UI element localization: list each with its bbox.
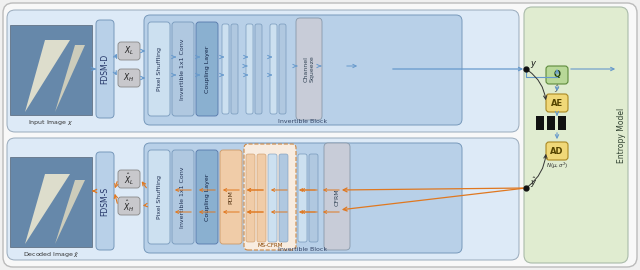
Text: Coupling Layer: Coupling Layer — [205, 173, 209, 221]
FancyBboxPatch shape — [231, 24, 238, 114]
FancyBboxPatch shape — [222, 24, 229, 114]
FancyBboxPatch shape — [3, 3, 637, 267]
Text: Pixel Shuffling: Pixel Shuffling — [157, 175, 161, 219]
Polygon shape — [25, 174, 70, 244]
FancyBboxPatch shape — [118, 170, 140, 188]
FancyBboxPatch shape — [268, 154, 277, 242]
FancyBboxPatch shape — [296, 18, 322, 120]
Text: $X_H$: $X_H$ — [124, 72, 135, 84]
Polygon shape — [55, 45, 85, 112]
Text: Channel
Squeeze: Channel Squeeze — [303, 56, 314, 82]
Text: PDM: PDM — [228, 190, 234, 204]
FancyBboxPatch shape — [144, 143, 462, 253]
FancyBboxPatch shape — [255, 24, 262, 114]
FancyBboxPatch shape — [7, 10, 519, 132]
Text: Entropy Model: Entropy Model — [618, 107, 627, 163]
Text: $\hat{y}$: $\hat{y}$ — [554, 83, 560, 95]
Bar — [558, 116, 566, 130]
Text: $\hat{y}$: $\hat{y}$ — [530, 176, 537, 190]
Text: $X_L$: $X_L$ — [124, 45, 134, 57]
Bar — [547, 116, 555, 130]
FancyBboxPatch shape — [524, 7, 628, 263]
Bar — [10, 25, 92, 115]
Text: $\hat{X}_H$: $\hat{X}_H$ — [124, 198, 135, 214]
FancyBboxPatch shape — [220, 150, 242, 244]
FancyBboxPatch shape — [118, 69, 140, 87]
FancyBboxPatch shape — [546, 142, 568, 160]
FancyBboxPatch shape — [244, 144, 296, 250]
FancyBboxPatch shape — [546, 94, 568, 112]
Polygon shape — [55, 180, 85, 244]
FancyBboxPatch shape — [298, 154, 307, 242]
FancyBboxPatch shape — [172, 150, 194, 244]
FancyBboxPatch shape — [144, 15, 462, 125]
Text: Coupling Layer: Coupling Layer — [205, 45, 209, 93]
FancyBboxPatch shape — [270, 24, 277, 114]
FancyBboxPatch shape — [279, 24, 286, 114]
Bar — [10, 157, 92, 247]
Bar — [536, 116, 544, 130]
FancyBboxPatch shape — [196, 22, 218, 116]
Text: Decoded Image $\hat{\chi}$: Decoded Image $\hat{\chi}$ — [22, 250, 79, 260]
FancyBboxPatch shape — [196, 150, 218, 244]
Text: $y$: $y$ — [530, 59, 537, 69]
FancyBboxPatch shape — [257, 154, 266, 242]
Text: AE: AE — [551, 99, 563, 107]
Text: $\hat{X}_L$: $\hat{X}_L$ — [124, 171, 134, 187]
FancyBboxPatch shape — [246, 154, 255, 242]
Text: MS-CFRM: MS-CFRM — [257, 243, 283, 248]
Text: Invertible 1x1 Conv: Invertible 1x1 Conv — [180, 166, 186, 228]
Text: Invertible 1x1 Conv: Invertible 1x1 Conv — [180, 38, 186, 100]
FancyBboxPatch shape — [96, 152, 114, 250]
Text: Input Image $\chi$: Input Image $\chi$ — [28, 118, 74, 127]
FancyBboxPatch shape — [96, 20, 114, 118]
Text: AD: AD — [550, 147, 564, 156]
Text: FDSM-D: FDSM-D — [100, 54, 109, 84]
FancyBboxPatch shape — [279, 154, 288, 242]
FancyBboxPatch shape — [118, 197, 140, 215]
Text: Invertible Block: Invertible Block — [278, 119, 328, 124]
Text: Pixel Shuffling: Pixel Shuffling — [157, 47, 161, 91]
FancyBboxPatch shape — [148, 150, 170, 244]
Text: $N(\mu, \sigma^2)$: $N(\mu, \sigma^2)$ — [546, 161, 568, 171]
Polygon shape — [25, 40, 70, 112]
Text: CFRM: CFRM — [335, 188, 339, 206]
Text: Q: Q — [554, 70, 561, 79]
FancyBboxPatch shape — [309, 154, 318, 242]
Text: FDSM-S: FDSM-S — [100, 187, 109, 215]
FancyBboxPatch shape — [246, 24, 253, 114]
FancyBboxPatch shape — [546, 66, 568, 84]
FancyBboxPatch shape — [118, 42, 140, 60]
FancyBboxPatch shape — [172, 22, 194, 116]
Text: Invertible Block: Invertible Block — [278, 247, 328, 252]
FancyBboxPatch shape — [324, 143, 350, 250]
FancyBboxPatch shape — [148, 22, 170, 116]
FancyBboxPatch shape — [7, 138, 519, 260]
